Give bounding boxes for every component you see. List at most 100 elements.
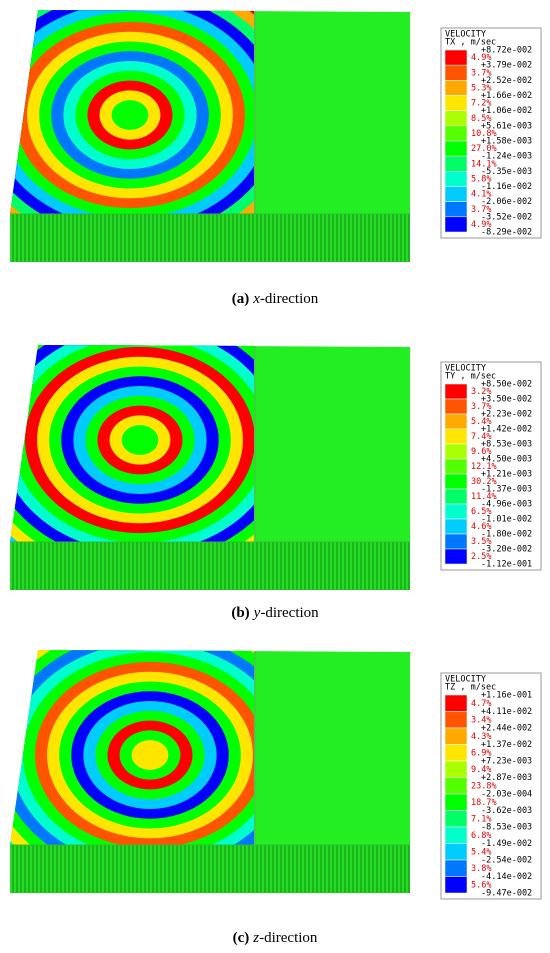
legend-swatch xyxy=(444,760,468,778)
legend-percentage: 4.9% xyxy=(471,220,491,230)
caption-label: (a) xyxy=(232,291,250,307)
legend-swatch xyxy=(444,140,468,157)
legend-threshold: -2.54e-002 xyxy=(481,856,532,866)
legend-threshold: -1.80e-002 xyxy=(481,530,532,540)
legend-threshold: +2.23e-002 xyxy=(481,410,532,420)
caption-rest: -direction xyxy=(260,605,319,621)
legend-swatch xyxy=(444,125,468,142)
legend-swatch xyxy=(444,383,468,400)
legend-component: TY , m/sec xyxy=(445,372,496,382)
legend-percentage: 5.3% xyxy=(471,83,491,93)
legend-threshold: +4.50e-003 xyxy=(481,455,532,465)
legend-swatch xyxy=(444,518,468,535)
legend-percentage: 7.2% xyxy=(471,99,491,109)
legend-percentage: 11.4% xyxy=(471,492,497,502)
legend-percentage: 3.7% xyxy=(471,205,491,215)
legend-percentage: 3.7% xyxy=(471,68,491,78)
caption-rest: -direction xyxy=(260,291,319,307)
legend-percentage: 9.4% xyxy=(471,765,491,775)
legend-swatch xyxy=(444,694,468,712)
legend-threshold: -1.49e-002 xyxy=(481,839,532,849)
legend-threshold: +2.52e-002 xyxy=(481,76,532,86)
legend-threshold: +8.53e-003 xyxy=(481,440,532,450)
legend-percentage: 3.7% xyxy=(471,402,491,412)
legend-threshold: +2.87e-003 xyxy=(481,773,532,783)
legend-percentage: 4.3% xyxy=(471,732,491,742)
legend-percentage: 4.7% xyxy=(471,699,491,709)
legend-threshold: -1.12e-001 xyxy=(481,560,532,570)
legend-percentage: 3.2% xyxy=(471,387,491,397)
legend-swatch xyxy=(444,201,468,218)
legend-percentage: 3.5% xyxy=(471,537,491,547)
contour-band xyxy=(131,740,169,770)
legend-percentage: 5.6% xyxy=(471,880,491,890)
legend-threshold: +1.66e-002 xyxy=(481,91,532,101)
legend-swatch xyxy=(444,64,468,81)
contours xyxy=(10,650,255,845)
legend-percentage: 30.2% xyxy=(471,477,497,487)
legend-swatch xyxy=(444,80,468,96)
legend-title: VELOCITY xyxy=(445,30,486,40)
legend-swatch xyxy=(444,777,468,795)
legend-percentage: 5.8% xyxy=(471,174,491,184)
caption-label: (c) xyxy=(233,930,250,946)
legend-threshold: -1.01e-002 xyxy=(481,515,532,525)
legend-threshold: +8.50e-002 xyxy=(481,380,532,390)
contours xyxy=(10,345,255,542)
legend-threshold: -2.03e-004 xyxy=(481,790,532,800)
contour-band xyxy=(111,100,149,130)
legend-swatch xyxy=(444,859,468,877)
legend-swatch xyxy=(444,171,468,187)
legend-swatch xyxy=(444,186,468,202)
legend-swatch xyxy=(444,727,468,745)
legend-swatch xyxy=(444,826,468,844)
legend-threshold: -1.37e-003 xyxy=(481,485,532,495)
legend-threshold: +1.21e-003 xyxy=(481,470,532,480)
legend-component: TZ , m/sec xyxy=(445,683,496,693)
slab-front xyxy=(10,214,410,262)
legend-swatch xyxy=(444,744,468,762)
legend-swatch xyxy=(444,793,468,811)
legend-percentage: 18.7% xyxy=(471,798,497,808)
legend-percentage: 12.1% xyxy=(471,462,497,472)
legend-percentage: 8.5% xyxy=(471,114,491,124)
legend-threshold: -9.47e-002 xyxy=(481,889,532,899)
legend-percentage: 7.4% xyxy=(471,432,491,442)
legend-swatch xyxy=(444,458,468,475)
legend-swatch xyxy=(444,473,468,490)
legend-swatch xyxy=(444,443,468,460)
legend-component: TX , m/sec xyxy=(445,38,496,48)
legend-swatch xyxy=(444,876,468,894)
legend-swatch xyxy=(444,548,468,565)
legend-percentage: 9.6% xyxy=(471,447,491,457)
legend-title: VELOCITY xyxy=(445,364,486,374)
legend-title: VELOCITY xyxy=(445,675,486,685)
legend-percentage: 6.5% xyxy=(471,507,491,517)
legend-threshold: +2.44e-002 xyxy=(481,724,532,734)
legend-threshold: +8.72e-002 xyxy=(481,46,532,56)
legend-threshold: +1.37e-002 xyxy=(481,740,532,750)
legend-swatch xyxy=(444,428,468,445)
legend-threshold: -8.53e-003 xyxy=(481,823,532,833)
legend-percentage: 4.6% xyxy=(471,522,491,532)
legend-percentage: 6.8% xyxy=(471,831,491,841)
legend-percentage: 4.1% xyxy=(471,190,491,200)
legend-threshold: +1.06e-002 xyxy=(481,106,532,116)
legend-percentage: 3.8% xyxy=(471,864,491,874)
legend-swatch xyxy=(444,216,468,233)
legend-threshold: -4.96e-003 xyxy=(481,500,532,510)
legend-threshold: +1.58e-003 xyxy=(481,137,532,147)
legend-swatch xyxy=(444,49,468,66)
legend-swatch xyxy=(444,488,468,505)
legend-threshold: +5.61e-003 xyxy=(481,121,532,131)
legend-percentage: 14.1% xyxy=(471,159,497,169)
legend-threshold: -1.16e-002 xyxy=(481,182,532,192)
legend-threshold: -3.62e-003 xyxy=(481,806,532,816)
caption: (b) y-direction xyxy=(231,605,319,621)
contours xyxy=(10,10,255,214)
legend-percentage: 2.5% xyxy=(471,552,491,562)
legend-threshold: +1.42e-002 xyxy=(481,425,532,435)
